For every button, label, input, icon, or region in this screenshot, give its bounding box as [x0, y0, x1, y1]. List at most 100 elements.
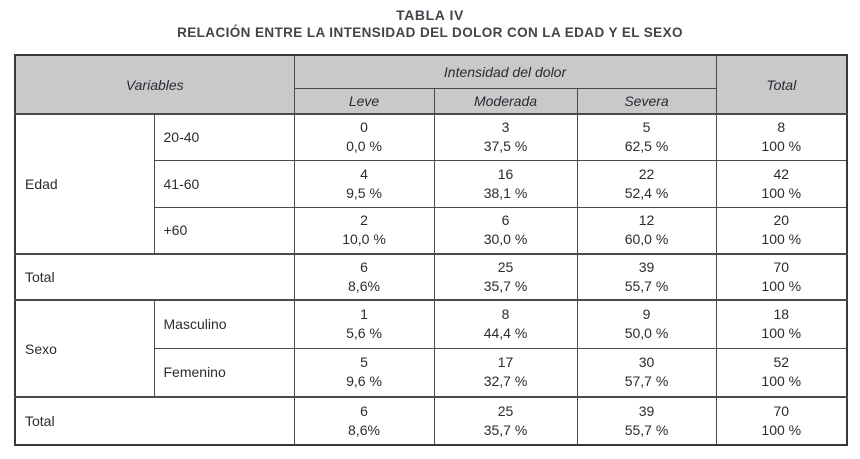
cell-count: 70	[773, 403, 790, 419]
header-total: Total	[715, 54, 848, 115]
cell-count: 2	[360, 212, 368, 229]
cell-percent: 62,5 %	[624, 138, 669, 155]
cell-percent: 100 %	[761, 184, 802, 201]
table-row: +60 2 10,0 % 6 30,0 % 12 60,0 % 20 100 %	[15, 206, 848, 255]
header-level-severa: Severa	[576, 87, 717, 115]
cell-count: 0	[360, 119, 368, 136]
cell-count: 12	[638, 212, 655, 229]
table-row: 41-60 4 9,5 % 16 38,1 % 22 52,4 % 42 100 %	[15, 159, 848, 208]
cell-count: 39	[638, 403, 655, 419]
table-row-total-sexo: Total 6 8,6% 25 35,7 % 39 55,7 % 70 100 %	[14, 396, 848, 446]
cell-percent: 55,7 %	[624, 278, 669, 294]
row-category-41-60: 41-60	[153, 159, 295, 208]
cell-count: 30	[638, 354, 655, 371]
cell-percent: 100 %	[761, 138, 802, 155]
header-level-moderada: Moderada	[433, 87, 578, 115]
cell-edad-41-60-leve: 4 9,5 %	[293, 159, 435, 208]
cell-percent: 52,4 %	[624, 184, 669, 201]
cell-edad-20-40-severa: 5 62,5 %	[576, 113, 717, 161]
cell-percent: 55,7 %	[624, 422, 669, 438]
cell-count: 8	[777, 119, 786, 136]
cell-count: 5	[360, 354, 368, 371]
cell-edad-60plus-severa: 12 60,0 %	[576, 206, 717, 255]
cell-percent: 38,1 %	[483, 184, 528, 201]
cell-edad-41-60-total: 42 100 %	[715, 159, 848, 208]
cell-total-edad-total: 70 100 %	[715, 253, 848, 301]
row-group-sexo: Sexo	[14, 299, 155, 398]
crosstab-table: Variables Intensidad del dolor Total Lev…	[14, 54, 849, 446]
cell-count: 25	[497, 403, 514, 419]
row-category-masculino: Masculino	[153, 299, 295, 349]
cell-sexo-masculino-leve: 1 5,6 %	[293, 299, 435, 349]
cell-edad-41-60-severa: 22 52,4 %	[576, 159, 717, 208]
table-row: Edad 20-40 0 0,0 % 3 37,5 % 5 62,5 % 8 100 %	[14, 113, 848, 255]
cell-count: 17	[497, 354, 514, 371]
cell-total-sexo-moderada: 25 35,7 %	[433, 396, 578, 446]
cell-percent: 100 %	[761, 373, 802, 390]
cell-edad-20-40-leve: 0 0,0 %	[293, 113, 435, 161]
cell-count: 20	[773, 212, 790, 229]
cell-edad-20-40-total: 8 100 %	[715, 113, 848, 161]
table-row: Sexo Masculino 1 5,6 % 8 44,4 % 9 50,0 % 18…	[14, 299, 848, 398]
table-row: Femenino 5 9,6 % 17 32,7 % 30 57,7 % 52 100 …	[15, 347, 848, 398]
cell-total-sexo-leve: 6 8,6%	[293, 396, 435, 446]
cell-percent: 35,7 %	[483, 278, 528, 294]
cell-edad-20-40-moderada: 3 37,5 %	[433, 113, 578, 161]
cell-percent: 44,4 %	[483, 325, 528, 342]
cell-sexo-femenino-severa: 30 57,7 %	[576, 347, 717, 398]
cell-count: 52	[773, 354, 790, 371]
cell-percent: 60,0 %	[624, 231, 669, 248]
cell-count: 3	[501, 119, 510, 136]
cell-count: 16	[497, 165, 514, 182]
header-variables: Variables	[14, 54, 295, 115]
cell-count: 4	[360, 165, 368, 182]
table-number-title: TABLA IV	[396, 7, 464, 23]
cell-percent: 35,7 %	[483, 422, 528, 438]
header-intensity-group: Intensidad del dolor	[293, 54, 717, 89]
cell-sexo-masculino-total: 18 100 %	[715, 299, 848, 349]
cell-sexo-masculino-moderada: 8 44,4 %	[433, 299, 578, 349]
row-label-total-edad: Total	[14, 253, 295, 301]
table-row-total-edad: Total 6 8,6% 25 35,7 % 39 55,7 % 70 100 %	[14, 253, 848, 301]
cell-total-sexo-severa: 39 55,7 %	[576, 396, 717, 446]
cell-total-edad-moderada: 25 35,7 %	[433, 253, 578, 301]
cell-percent: 57,7 %	[624, 373, 669, 390]
cell-count: 6	[501, 212, 510, 229]
row-category-20-40: 20-40	[153, 113, 295, 161]
cell-percent: 100 %	[761, 278, 802, 294]
cell-count: 42	[773, 165, 790, 182]
cell-count: 25	[497, 259, 514, 275]
cell-sexo-femenino-moderada: 17 32,7 %	[433, 347, 578, 398]
cell-count: 39	[638, 259, 655, 275]
cell-percent: 9,5 %	[346, 184, 382, 201]
cell-percent: 100 %	[761, 325, 802, 342]
cell-total-edad-severa: 39 55,7 %	[576, 253, 717, 301]
cell-edad-60plus-leve: 2 10,0 %	[293, 206, 435, 255]
cell-total-edad-leve: 6 8,6%	[293, 253, 435, 301]
cell-count: 70	[773, 259, 790, 275]
cell-percent: 32,7 %	[483, 373, 528, 390]
cell-count: 8	[501, 306, 510, 323]
cell-percent: 100 %	[761, 422, 802, 438]
cell-sexo-femenino-total: 52 100 %	[715, 347, 848, 398]
cell-percent: 0,0 %	[346, 138, 382, 155]
table-caption: TABLA IV RELACIÓN ENTRE LA INTENSIDAD DE…	[0, 0, 860, 41]
row-category-femenino: Femenino	[153, 347, 295, 398]
cell-edad-41-60-moderada: 16 38,1 %	[433, 159, 578, 208]
cell-count: 6	[360, 259, 368, 275]
header-level-leve: Leve	[293, 87, 435, 115]
cell-percent: 5,6 %	[346, 325, 382, 342]
cell-count: 5	[642, 119, 651, 136]
cell-sexo-masculino-severa: 9 50,0 %	[576, 299, 717, 349]
cell-total-sexo-total: 70 100 %	[715, 396, 848, 446]
cell-percent: 9,6 %	[346, 373, 382, 390]
cell-edad-60plus-total: 20 100 %	[715, 206, 848, 255]
row-group-edad: Edad	[14, 113, 155, 255]
cell-count: 18	[773, 306, 790, 323]
cell-percent: 100 %	[761, 231, 802, 248]
cell-count: 1	[360, 306, 368, 323]
cell-percent: 8,6%	[348, 278, 380, 294]
cell-percent: 37,5 %	[483, 138, 528, 155]
cell-count: 9	[642, 306, 651, 323]
